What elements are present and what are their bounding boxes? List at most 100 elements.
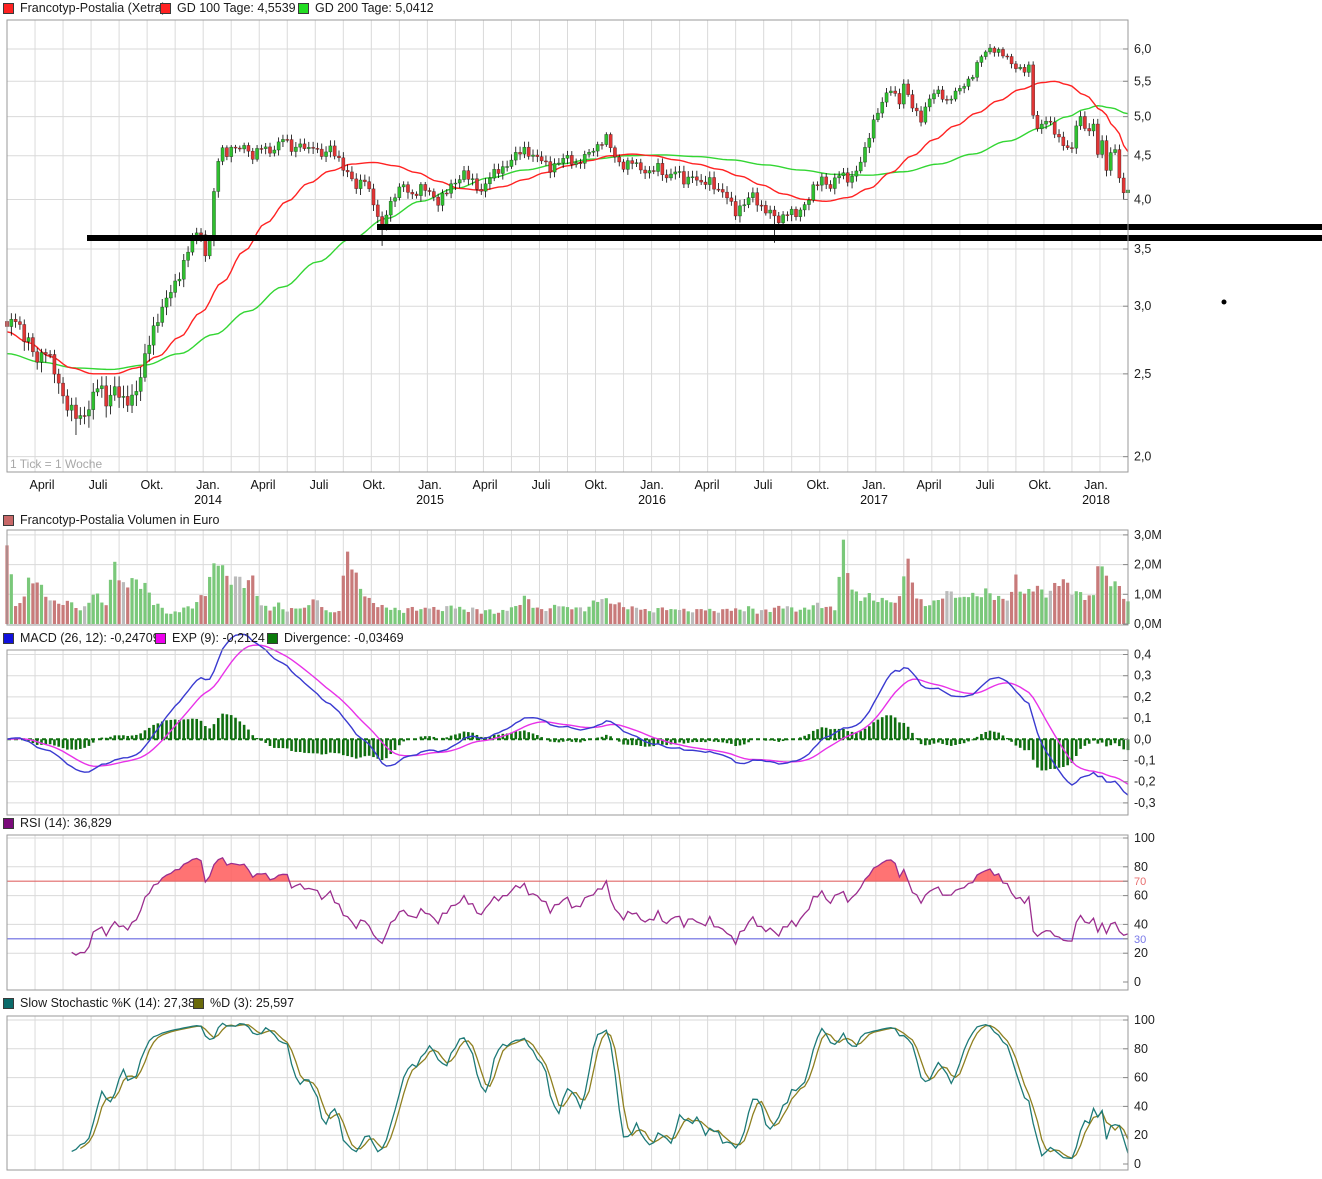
candle <box>475 178 479 190</box>
main-chart-legend: Francotyp-Postalia (Xetra) GD 100 Tage: … <box>0 1 1322 16</box>
vertical-gridlines <box>6 20 1129 1170</box>
volume-bar <box>690 612 695 624</box>
candle <box>375 204 380 217</box>
candle <box>513 152 518 161</box>
volume-bar <box>57 603 61 624</box>
y-axis-label: 6,0 <box>1134 42 1151 56</box>
candle <box>751 192 755 198</box>
rsi-overbought-fill <box>973 869 1003 882</box>
candle <box>69 404 74 411</box>
macd-histogram-bar <box>169 719 173 740</box>
macd-histogram-bar <box>298 739 302 752</box>
candle <box>78 415 83 419</box>
macd-histogram-bar <box>579 739 582 743</box>
legend-item-volume: Francotyp-Postalia Volumen in Euro <box>3 513 219 527</box>
candle <box>1044 120 1048 125</box>
macd-histogram-bar <box>997 732 1000 740</box>
legend-item-instrument: Francotyp-Postalia (Xetra) <box>3 1 166 15</box>
macd-histogram-bar <box>139 733 142 740</box>
macd-histogram-bar <box>449 735 453 740</box>
volume-bar <box>294 608 298 624</box>
macd-histogram-bar <box>682 739 686 744</box>
macd-histogram-bar <box>639 739 643 746</box>
volume-bar <box>18 603 22 624</box>
volume-bar <box>1109 586 1113 624</box>
volume-bar <box>496 612 501 624</box>
macd-histogram-bar <box>221 713 224 740</box>
candle <box>203 234 208 257</box>
volume-bar <box>289 608 294 624</box>
y-axis-label: 1,0M <box>1134 587 1162 601</box>
candle <box>647 170 652 174</box>
candle <box>807 199 811 205</box>
volume-bar <box>656 608 660 624</box>
volume-bar <box>389 609 393 624</box>
y-axis-label: 20 <box>1134 946 1148 960</box>
candle <box>983 51 988 57</box>
macd-histogram-bar <box>251 735 255 740</box>
macd-histogram-bar <box>859 731 862 740</box>
candle <box>824 176 829 185</box>
volume-bar <box>346 551 350 624</box>
macd-histogram-bar <box>868 726 871 740</box>
candle <box>138 377 143 392</box>
macd-histogram-bar <box>863 728 867 740</box>
volume-bar <box>785 606 789 624</box>
x-axis-month-label: Jan. <box>640 478 664 492</box>
candle <box>1100 140 1104 155</box>
macd-histogram-bar <box>40 739 43 745</box>
volume-bar <box>436 609 440 624</box>
volume-bar <box>949 591 953 624</box>
candle <box>738 205 742 217</box>
tick-interval-note: 1 Tick = 1 Woche <box>10 457 103 471</box>
candle <box>755 192 760 206</box>
candle <box>742 204 747 207</box>
candle <box>1048 120 1053 123</box>
macd-histogram-bar <box>514 731 518 740</box>
candle <box>544 160 548 163</box>
candle <box>945 99 949 101</box>
volume-bar <box>160 607 164 624</box>
volume-bar <box>527 599 531 624</box>
macd-histogram-bar <box>1087 739 1091 744</box>
volume-bar <box>565 607 570 624</box>
candle <box>746 197 751 205</box>
candle <box>108 394 113 407</box>
candle <box>95 388 100 393</box>
candle <box>565 155 570 159</box>
volume-bar <box>897 596 902 624</box>
candle <box>151 325 156 346</box>
candle <box>608 134 613 149</box>
volume-bar <box>734 608 738 624</box>
macd-histogram-bar <box>1010 739 1013 742</box>
volume-bar <box>828 606 833 624</box>
volume-bar <box>811 605 815 624</box>
instrument-color-swatch <box>3 2 14 14</box>
candle <box>1009 56 1014 65</box>
volume-bar <box>1117 586 1121 624</box>
candle <box>91 391 96 410</box>
candle <box>1035 115 1040 130</box>
macd-histogram-bar <box>1023 739 1026 751</box>
volume-bar <box>121 582 126 624</box>
macd-histogram-bar <box>570 739 574 742</box>
macd-histogram-bar <box>975 736 979 740</box>
volume-bar <box>358 588 363 624</box>
macd-histogram-bar <box>1018 739 1022 748</box>
macd-histogram-bar <box>574 739 578 743</box>
candle <box>539 156 544 162</box>
y-axis-label: 0,0M <box>1134 617 1162 631</box>
macd-histogram-bar <box>837 728 841 740</box>
macd-histogram-bar <box>1105 739 1108 747</box>
candle <box>492 169 497 179</box>
macd-histogram-bar <box>673 739 677 744</box>
candle <box>832 177 837 189</box>
volume-bar <box>798 609 802 624</box>
candle <box>617 156 622 163</box>
macd-histogram-bar <box>962 739 966 744</box>
y-axis-label: 2,5 <box>1134 367 1151 381</box>
volume-bar <box>371 603 376 624</box>
macd-histogram-bar <box>954 739 957 745</box>
macd-histogram-bar <box>1118 739 1121 747</box>
macd-histogram-bar <box>454 734 457 740</box>
